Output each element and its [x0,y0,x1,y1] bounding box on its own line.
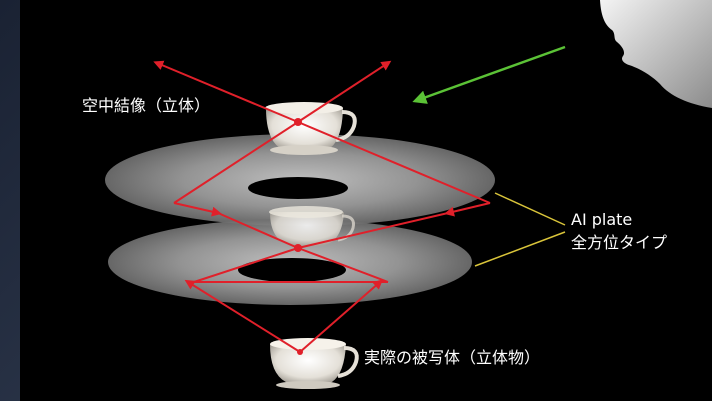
light-ray-paths [153,60,491,353]
viewer-face-icon [600,0,712,108]
ray-up-left [153,60,299,123]
real-object-label: 実際の被写体（立体物） [364,348,541,367]
real-cup-object [270,338,359,389]
aerial-focus-point [294,118,302,126]
diagram-canvas [105,0,712,389]
plate-type-label: 全方位タイプ [571,233,668,252]
object-focus-point [297,349,303,355]
plate-pointer-lines [474,192,566,267]
aerial-cup-image [265,102,357,155]
plate-name-label: AI plate [571,210,633,229]
diagram-panel: 空中結像（立体） AI plate 全方位タイプ 実際の被写体（立体物） [20,0,712,401]
eye-line-arrow-icon [412,45,566,104]
aerial-image-label: 空中結像（立体） [82,96,211,115]
ray-up-right [297,60,392,123]
reflection-focus-point [294,244,302,252]
reflected-cup-image [269,206,355,246]
upper-plate [105,134,495,226]
